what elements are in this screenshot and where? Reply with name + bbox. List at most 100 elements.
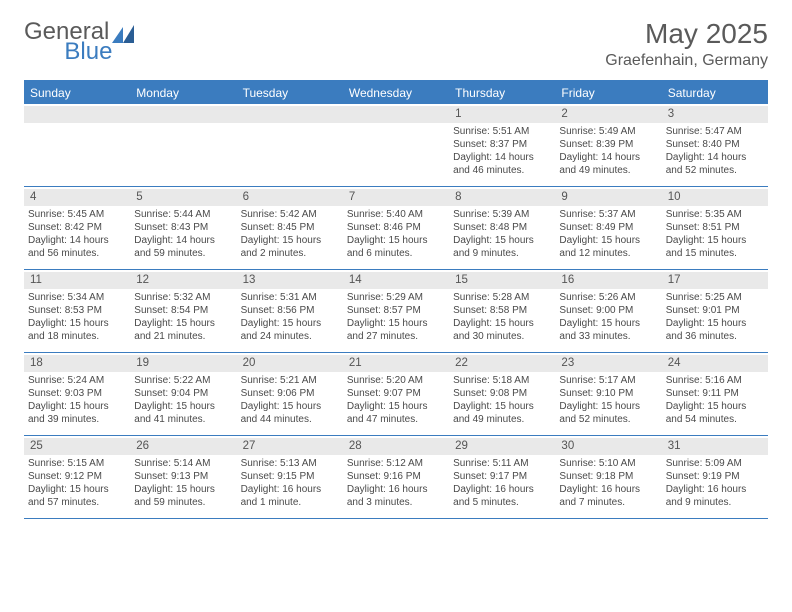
detail-line: and 56 minutes.	[28, 247, 126, 260]
month-title: May 2025	[605, 18, 768, 50]
detail-line: Sunset: 9:03 PM	[28, 387, 126, 400]
detail-line: Sunrise: 5:37 AM	[559, 208, 657, 221]
calendar-cell: 8Sunrise: 5:39 AMSunset: 8:48 PMDaylight…	[449, 187, 555, 269]
detail-line: Sunset: 8:48 PM	[453, 221, 551, 234]
detail-line: Sunset: 8:45 PM	[241, 221, 339, 234]
calendar-cell: 7Sunrise: 5:40 AMSunset: 8:46 PMDaylight…	[343, 187, 449, 269]
detail-line: Sunset: 8:56 PM	[241, 304, 339, 317]
detail-line: and 3 minutes.	[347, 496, 445, 509]
detail-line: Sunset: 8:51 PM	[666, 221, 764, 234]
cell-details: Sunrise: 5:11 AMSunset: 9:17 PMDaylight:…	[453, 457, 551, 509]
calendar-cell: 9Sunrise: 5:37 AMSunset: 8:49 PMDaylight…	[555, 187, 661, 269]
calendar-cell: 10Sunrise: 5:35 AMSunset: 8:51 PMDayligh…	[662, 187, 768, 269]
detail-line: Daylight: 15 hours	[28, 400, 126, 413]
detail-line: and 33 minutes.	[559, 330, 657, 343]
detail-line: Daylight: 15 hours	[559, 234, 657, 247]
calendar-cell: 30 Sunrise: 5:10 AMSunset: 9:18 PMDayligh…	[555, 436, 661, 518]
calendar-cell: 23Sunrise: 5:17 AMSunset: 9:10 PMDayligh…	[555, 353, 661, 435]
day-number: 14	[343, 272, 449, 289]
day-number: 31	[662, 438, 768, 455]
day-number: 28	[343, 438, 449, 455]
detail-line: and 18 minutes.	[28, 330, 126, 343]
detail-line: Daylight: 14 hours	[559, 151, 657, 164]
detail-line: Sunset: 9:00 PM	[559, 304, 657, 317]
detail-line: and 41 minutes.	[134, 413, 232, 426]
detail-line: Sunset: 9:12 PM	[28, 470, 126, 483]
calendar-cell: 29Sunrise: 5:11 AMSunset: 9:17 PMDayligh…	[449, 436, 555, 518]
detail-line: Daylight: 16 hours	[347, 483, 445, 496]
detail-line: Sunset: 8:46 PM	[347, 221, 445, 234]
detail-line: Sunrise: 5:31 AM	[241, 291, 339, 304]
cell-details: Sunrise: 5:37 AMSunset: 8:49 PMDaylight:…	[559, 208, 657, 260]
cell-details: Sunrise: 5:47 AMSunset: 8:40 PMDaylight:…	[666, 125, 764, 177]
detail-line: Sunrise: 5:18 AM	[453, 374, 551, 387]
detail-line: Sunset: 9:19 PM	[666, 470, 764, 483]
detail-line: and 2 minutes.	[241, 247, 339, 260]
cell-details: Sunrise: 5:15 AMSunset: 9:12 PMDaylight:…	[28, 457, 126, 509]
calendar-header-row: Sunday Monday Tuesday Wednesday Thursday…	[24, 82, 768, 104]
detail-line: Sunset: 8:43 PM	[134, 221, 232, 234]
calendar-cell: 11Sunrise: 5:34 AMSunset: 8:53 PMDayligh…	[24, 270, 130, 352]
cell-details: Sunrise: 5:10 AMSunset: 9:18 PMDaylight:…	[559, 457, 657, 509]
day-number: 21	[343, 355, 449, 372]
calendar-cell: 19 Sunrise: 5:22 AMSunset: 9:04 PMDayligh…	[130, 353, 236, 435]
logo-text-b: Blue	[64, 38, 112, 66]
cell-details: Sunrise: 5:51 AMSunset: 8:37 PMDaylight:…	[453, 125, 551, 177]
cell-details: Sunrise: 5:14 AMSunset: 9:13 PMDaylight:…	[134, 457, 232, 509]
detail-line: and 24 minutes.	[241, 330, 339, 343]
day-number: 15	[449, 272, 555, 289]
day-number: 19	[130, 355, 236, 372]
day-number: 12	[130, 272, 236, 289]
detail-line: Daylight: 15 hours	[453, 234, 551, 247]
day-number: 4	[24, 189, 130, 206]
detail-line: and 54 minutes.	[666, 413, 764, 426]
calendar-cell: 27Sunrise: 5:13 AMSunset: 9:15 PMDayligh…	[237, 436, 343, 518]
calendar-cell: 12Sunrise: 5:32 AMSunset: 8:54 PMDayligh…	[130, 270, 236, 352]
detail-line: Daylight: 15 hours	[347, 400, 445, 413]
calendar-cell: 1Sunrise: 5:51 AMSunset: 8:37 PMDaylight…	[449, 104, 555, 186]
detail-line: Sunset: 9:06 PM	[241, 387, 339, 400]
detail-line: Sunset: 8:58 PM	[453, 304, 551, 317]
day-number: 5	[130, 189, 236, 206]
day-number: 6	[237, 189, 343, 206]
detail-line: Daylight: 15 hours	[347, 234, 445, 247]
detail-line: and 46 minutes.	[453, 164, 551, 177]
detail-line: Daylight: 16 hours	[666, 483, 764, 496]
title-block: May 2025 Graefenhain, Germany	[605, 18, 768, 70]
cell-details: Sunrise: 5:42 AMSunset: 8:45 PMDaylight:…	[241, 208, 339, 260]
calendar-cell	[24, 104, 130, 186]
detail-line: Sunrise: 5:47 AM	[666, 125, 764, 138]
triangle-icon	[112, 22, 134, 40]
cell-details: Sunrise: 5:22 AMSunset: 9:04 PMDaylight:…	[134, 374, 232, 426]
day-number: 30	[555, 438, 661, 455]
detail-line: Sunset: 8:42 PM	[28, 221, 126, 234]
cell-details: Sunrise: 5:26 AMSunset: 9:00 PMDaylight:…	[559, 291, 657, 343]
detail-line: Sunrise: 5:13 AM	[241, 457, 339, 470]
day-number: 26	[130, 438, 236, 455]
detail-line: Daylight: 15 hours	[453, 317, 551, 330]
detail-line: Daylight: 15 hours	[559, 317, 657, 330]
cell-details: Sunrise: 5:12 AMSunset: 9:16 PMDaylight:…	[347, 457, 445, 509]
day-number: 10	[662, 189, 768, 206]
calendar-cell: 25Sunrise: 5:15 AMSunset: 9:12 PMDayligh…	[24, 436, 130, 518]
detail-line: Sunset: 9:17 PM	[453, 470, 551, 483]
day-header: Friday	[555, 82, 661, 104]
detail-line: Sunrise: 5:09 AM	[666, 457, 764, 470]
detail-line: Sunrise: 5:12 AM	[347, 457, 445, 470]
detail-line: Daylight: 15 hours	[666, 317, 764, 330]
detail-line: Daylight: 15 hours	[134, 400, 232, 413]
detail-line: and 15 minutes.	[666, 247, 764, 260]
cell-details: Sunrise: 5:16 AMSunset: 9:11 PMDaylight:…	[666, 374, 764, 426]
detail-line: Sunrise: 5:14 AM	[134, 457, 232, 470]
detail-line: Sunrise: 5:28 AM	[453, 291, 551, 304]
detail-line: Sunrise: 5:26 AM	[559, 291, 657, 304]
detail-line: Sunrise: 5:40 AM	[347, 208, 445, 221]
calendar: Sunday Monday Tuesday Wednesday Thursday…	[24, 80, 768, 519]
cell-details: Sunrise: 5:18 AMSunset: 9:08 PMDaylight:…	[453, 374, 551, 426]
detail-line: and 1 minute.	[241, 496, 339, 509]
detail-line: Sunrise: 5:17 AM	[559, 374, 657, 387]
detail-line: Daylight: 15 hours	[134, 317, 232, 330]
detail-line: and 49 minutes.	[453, 413, 551, 426]
day-number: 20	[237, 355, 343, 372]
detail-line: and 36 minutes.	[666, 330, 764, 343]
